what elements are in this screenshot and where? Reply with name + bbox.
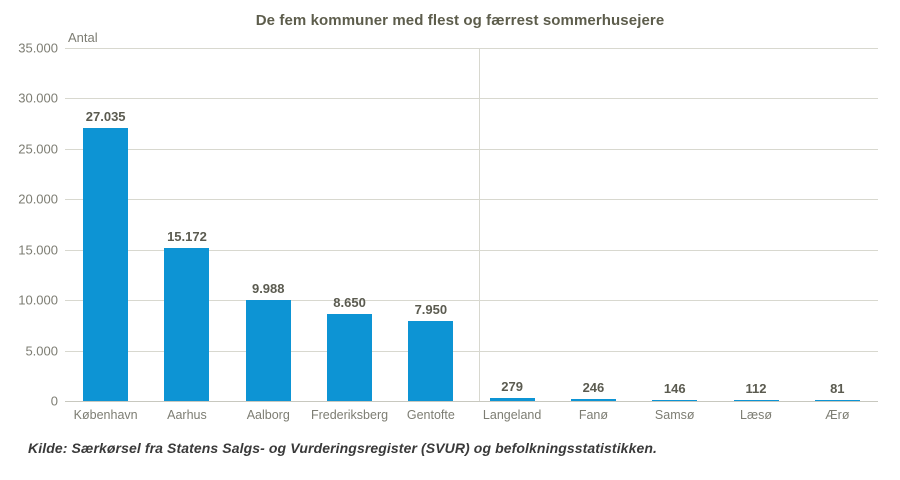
y-axis-unit-label: Antal — [68, 30, 98, 45]
gridline — [65, 249, 878, 251]
bar-value-label: 246 — [582, 379, 605, 395]
y-tick-label: 20.000 — [18, 191, 58, 207]
bar-value-label: 7.950 — [414, 301, 448, 317]
y-tick-label: 15.000 — [18, 242, 58, 258]
bar-value-label: 112 — [745, 380, 767, 396]
x-tick-label: Gentofte — [406, 408, 455, 422]
group-divider-line — [479, 48, 480, 401]
bar-4 — [408, 320, 454, 401]
bar-value-label: 9.988 — [251, 281, 285, 297]
source-note: Kilde: Særkørsel fra Statens Salgs- og V… — [28, 440, 657, 456]
bar-slot: 81 — [797, 48, 878, 401]
gridline — [65, 401, 878, 402]
bar-value-label: 81 — [830, 381, 845, 397]
x-tick-label: København — [73, 408, 138, 422]
bar-value-label: 279 — [501, 379, 523, 395]
x-tick-label: Læsø — [740, 408, 772, 422]
y-tick-label: 0 — [50, 393, 58, 409]
x-tick-label: Frederiksberg — [310, 408, 389, 422]
bar-value-label: 8.650 — [333, 294, 366, 310]
bar-value-label: 146 — [663, 380, 686, 396]
bar-slot: 146 — [634, 48, 715, 401]
bar-2 — [245, 300, 291, 401]
bar-9 — [814, 400, 860, 401]
bars-container: 27.035 15.172 9.988 8.650 7.950 279 246 146 112 8… — [65, 48, 878, 401]
bar-1 — [164, 248, 210, 401]
x-axis-labels: København Aarhus Aalborg Frederiksberg Gento… — [65, 408, 878, 422]
bar-slot: 8.650 — [309, 48, 390, 401]
x-tick-label: Ærø — [825, 408, 850, 422]
bar-7 — [652, 399, 698, 401]
plot-area: 27.035 15.172 9.988 8.650 7.950 279 246 146 112 8… — [65, 48, 878, 402]
bar-5 — [489, 398, 535, 401]
bar-slot: 27.035 — [65, 48, 146, 401]
gridline — [65, 300, 878, 302]
gridline — [65, 199, 878, 201]
y-tick-label: 5.000 — [25, 343, 58, 359]
bar-slot: 279 — [471, 48, 552, 401]
bar-slot: 15.172 — [146, 48, 227, 401]
gridline — [65, 48, 878, 49]
bar-value-label: 27.035 — [85, 109, 126, 125]
bar-0 — [83, 128, 129, 401]
x-tick-label: Langeland — [482, 408, 542, 422]
bar-8 — [733, 399, 779, 401]
y-tick-label: 10.000 — [18, 292, 58, 308]
bar-6 — [570, 398, 616, 401]
gridline — [65, 98, 878, 100]
gridline — [65, 350, 878, 352]
x-tick-label: Samsø — [654, 408, 695, 422]
bar-value-label: 15.172 — [167, 229, 207, 244]
bar-slot: 246 — [553, 48, 634, 401]
x-tick-label: Aalborg — [246, 408, 290, 422]
bar-3 — [327, 313, 373, 401]
bar-slot: 9.988 — [228, 48, 309, 401]
y-tick-label: 35.000 — [18, 40, 58, 56]
x-tick-label: Fanø — [578, 408, 609, 422]
y-tick-label: 25.000 — [18, 141, 58, 157]
gridline — [65, 148, 878, 150]
y-tick-label: 30.000 — [18, 90, 58, 106]
x-tick-label: Aarhus — [167, 408, 207, 422]
bar-slot: 7.950 — [390, 48, 471, 401]
chart-title: De fem kommuner med flest og færrest som… — [255, 12, 665, 29]
bar-slot: 112 — [715, 48, 796, 401]
